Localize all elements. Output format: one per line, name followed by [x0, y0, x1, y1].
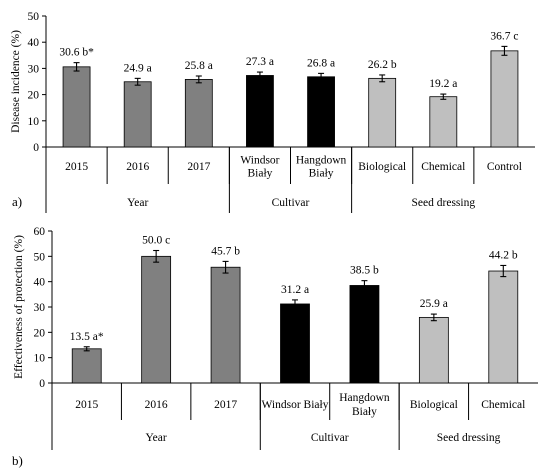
category-label: Windsor Biały: [262, 399, 329, 411]
bar: [62, 66, 91, 148]
y-tick-label: 10: [34, 353, 46, 365]
category-label: Control: [487, 161, 522, 173]
data-label: 44.2 b: [489, 249, 518, 261]
y-tick-label: 50: [34, 251, 46, 263]
category-label: Windsor: [240, 155, 279, 167]
data-label: 19.2 a: [429, 78, 457, 90]
category-label: Hangdown: [296, 155, 347, 167]
data-label: 30.6 b*: [59, 47, 94, 59]
bar: [349, 285, 380, 384]
data-label: 26.2 b: [368, 59, 397, 71]
bar: [490, 50, 519, 148]
category-label: 2016: [145, 399, 168, 411]
bar: [184, 79, 213, 148]
y-axis-label: Effectiveness of protection (%): [13, 235, 25, 379]
panel-label: b): [12, 453, 23, 468]
panel-label: a): [12, 194, 22, 209]
y-tick-label: 0: [33, 142, 39, 154]
category-label: Biological: [410, 399, 458, 411]
chart-panel-a: 0 10 20 30 40 50 Disease incidence (%) 30.6 b* 2…: [10, 11, 535, 213]
data-label: 13.5 a*: [70, 331, 104, 343]
category-label: 2017: [214, 399, 237, 411]
data-label: 36.7 c: [490, 30, 518, 42]
data-label: 26.8 a: [307, 57, 335, 69]
y-tick-label: 20: [34, 327, 46, 339]
category-label: 2015: [75, 399, 98, 411]
bar: [71, 348, 102, 384]
y-tick-label: 30: [28, 63, 40, 75]
group-label: Seed dressing: [412, 197, 476, 209]
group-label: Cultivar: [272, 197, 310, 209]
data-label: 27.3 a: [246, 56, 274, 68]
category-label: Chemical: [481, 399, 525, 411]
y-tick-label: 40: [34, 277, 46, 289]
group-label: Seed dressing: [437, 432, 501, 444]
y-tick-label: 60: [34, 226, 46, 238]
y-tick-label: 0: [39, 378, 45, 390]
bar: [368, 77, 397, 148]
category-label: Biały: [352, 406, 377, 418]
category-label: Hangdown: [339, 392, 390, 404]
bar: [210, 266, 241, 384]
data-label: 45.7 b: [211, 245, 240, 257]
category-label: 2017: [187, 161, 210, 173]
category-label: Chemical: [421, 161, 465, 173]
y-axis-label: Disease incidence (%): [10, 30, 22, 133]
bar: [123, 81, 152, 148]
y-tick-label: 20: [28, 90, 40, 102]
bar: [429, 96, 458, 148]
category-label: 2015: [65, 161, 88, 173]
bar: [418, 316, 449, 384]
y-tick-label: 40: [28, 37, 40, 49]
group-label: Cultivar: [311, 432, 349, 444]
data-label: 25.8 a: [185, 60, 213, 72]
bar: [246, 75, 274, 148]
y-tick-label: 10: [28, 116, 40, 128]
data-label: 24.9 a: [124, 62, 152, 74]
group-label: Year: [146, 432, 167, 444]
data-label: 31.2 a: [281, 284, 309, 296]
category-label: Biały: [247, 168, 272, 180]
y-tick-label: 50: [28, 11, 40, 23]
chart-panel-b: 0 10 20 30 40 50 60 Effectiveness of protection…: [12, 226, 538, 468]
category-label: Biały: [309, 168, 334, 180]
y-tick-label: 30: [34, 302, 46, 314]
category-label: 2016: [126, 161, 149, 173]
data-label: 38.5 b: [350, 265, 379, 277]
category-label: Biological: [358, 161, 406, 173]
bar: [488, 270, 519, 384]
bar: [307, 76, 335, 148]
bar: [280, 303, 310, 384]
data-label: 50.0 c: [142, 235, 170, 247]
group-label: Year: [127, 197, 148, 209]
bar: [141, 255, 172, 384]
data-label: 25.9 a: [420, 298, 448, 310]
